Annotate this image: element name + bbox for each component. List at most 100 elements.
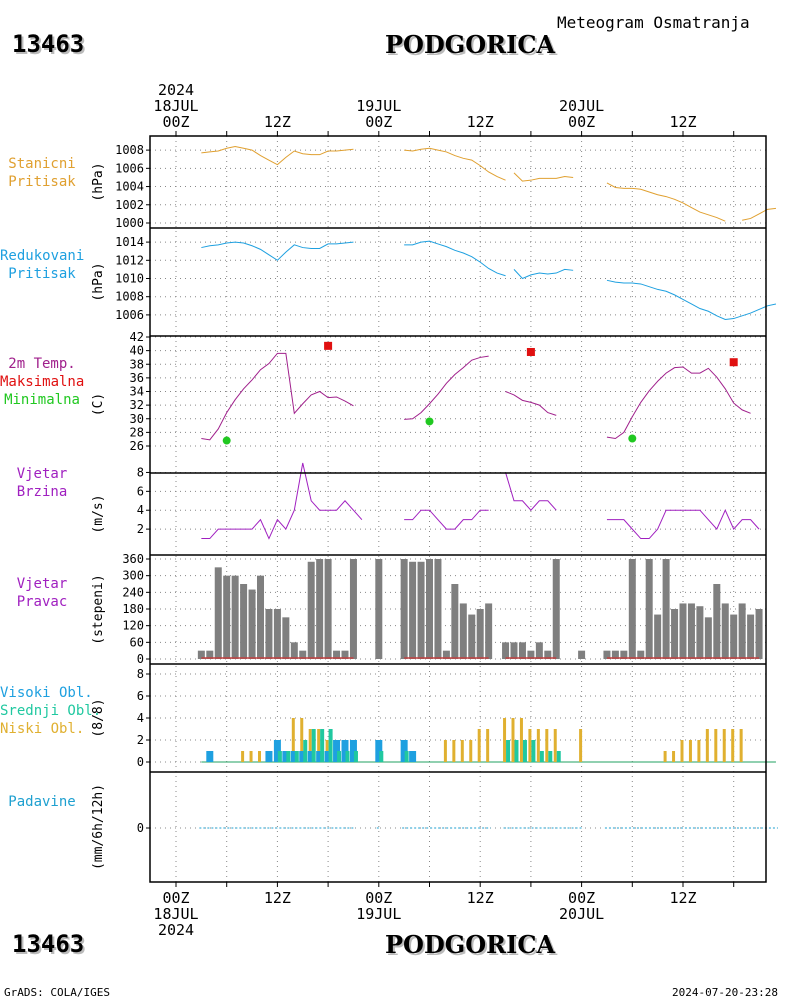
stanicni-pritisak-line <box>606 182 726 222</box>
vjetar-brzina-line <box>404 509 489 530</box>
wind-direction-bar <box>679 603 687 659</box>
mid-cloud-bar <box>320 729 325 762</box>
wind-direction-bar <box>755 609 763 659</box>
low-cloud-bar <box>672 751 676 762</box>
low-cloud-bar <box>680 740 684 762</box>
redukovani-pritisak-line <box>404 240 506 277</box>
low-cloud-bar <box>553 729 557 762</box>
y-tick-label: 40 <box>130 344 144 358</box>
bottom-date-label: 12Z <box>669 889 697 907</box>
wind-direction-bar <box>223 575 231 659</box>
top-date-label: 12Z <box>263 113 291 131</box>
city-title-top: PODGORICA <box>385 30 556 59</box>
vjetar-brzina-line <box>201 462 363 540</box>
y-tick-label: 1008 <box>115 143 144 157</box>
low-cloud-bar <box>697 740 701 762</box>
y-tick-label: 6 <box>137 484 144 498</box>
y-tick-label: 1000 <box>115 216 144 230</box>
temperature-line <box>404 355 489 420</box>
top-date-label: 20JUL 00Z <box>559 97 605 131</box>
y-axis-label: (mm/6h/12h) <box>91 784 106 870</box>
padavine-label: Padavine <box>8 794 76 810</box>
high-cloud-bar <box>299 751 307 762</box>
y-tick-label: 4 <box>137 503 144 517</box>
wind-direction-bar <box>468 614 476 659</box>
mid-cloud-bar <box>311 729 316 762</box>
wind-direction-bar <box>696 606 704 659</box>
y-tick-label: 0 <box>137 755 144 769</box>
wind-direction-bar <box>535 642 543 659</box>
low-cloud-bar <box>249 751 253 762</box>
wind-direction-bar <box>197 650 205 659</box>
redukovani-pritisak-line <box>513 268 574 280</box>
bottom-date-label: 12Z <box>466 889 494 907</box>
meteogram-subtitle: Meteogram Osmatranja <box>557 13 750 32</box>
stanicni-pritisak-line <box>513 172 574 182</box>
high-cloud-bar <box>324 751 332 762</box>
y-tick-label: 0 <box>137 652 144 666</box>
wind-direction-bar <box>375 559 383 659</box>
stanicni-pritisak-label: Stanicni Pritisak <box>8 156 76 190</box>
vjetar-brzina-label: Vjetar Brzina <box>16 466 68 500</box>
high-cloud-bar <box>375 740 383 762</box>
low-cloud-bar <box>452 740 456 762</box>
tmax-marker <box>526 347 535 356</box>
low-cloud-bar <box>503 718 507 762</box>
y-tick-label: 1006 <box>115 161 144 175</box>
wind-direction-bar <box>451 584 459 659</box>
wind-direction-bar <box>231 575 239 659</box>
y-tick-label: 6 <box>137 689 144 703</box>
y-axis-label: (stepeni) <box>91 574 106 644</box>
low-cloud-bar <box>477 729 481 762</box>
y-tick-label: 0 <box>137 821 144 835</box>
y-tick-label: 180 <box>122 602 144 616</box>
oblacnost-label: Visoki Obl. Srednji Obl. Niski Obl. <box>0 685 102 737</box>
bottom-date-label: 00Z 19JUL <box>356 889 402 923</box>
low-cloud-bar <box>317 729 321 762</box>
y-tick-label: 300 <box>122 569 144 583</box>
mid-cloud-bar <box>337 751 342 762</box>
footer-credit: GrADS: COLA/IGES <box>4 986 110 999</box>
tmax-marker <box>324 341 333 350</box>
wind-direction-bar <box>730 614 738 659</box>
y-axis-label: (C) <box>91 393 106 416</box>
temperature-line <box>606 366 751 440</box>
vjetar-pravac-label: Vjetar Pravac <box>16 576 68 610</box>
mid-cloud-bar <box>277 751 282 762</box>
wind-direction-bar <box>527 650 535 659</box>
low-cloud-bar <box>258 751 261 762</box>
high-cloud-bar <box>349 740 357 762</box>
high-cloud-bar <box>409 751 417 762</box>
wind-direction-bar <box>603 650 611 659</box>
footer-timestamp: 2024-07-20-23:28 <box>672 986 778 999</box>
mid-cloud-bar <box>294 751 299 762</box>
wind-direction-bar <box>620 650 628 659</box>
wind-direction-bar <box>578 650 586 659</box>
y-tick-label: 8 <box>137 465 144 479</box>
mid-cloud-bar <box>379 751 384 762</box>
high-cloud-bar <box>341 740 349 762</box>
tmin-marker <box>628 434 637 443</box>
temperatura-label: 2m Temp. Maksimalna Minimalna <box>0 356 85 408</box>
station-id-bottom: 13463 <box>12 930 85 958</box>
temperature-line <box>505 391 557 416</box>
mid-cloud-bar <box>514 740 519 762</box>
wind-direction-bar <box>248 589 256 659</box>
wind-direction-bar <box>747 614 755 659</box>
y-tick-label: 2 <box>137 733 144 747</box>
stanicni-pritisak-line <box>201 145 354 166</box>
high-cloud-bar <box>265 751 273 762</box>
y-axis-label: (8/8) <box>91 698 106 737</box>
y-tick-label: 360 <box>122 552 144 566</box>
wind-direction-bar <box>713 584 721 659</box>
wind-direction-bar <box>400 559 408 659</box>
low-cloud-bar <box>528 729 532 762</box>
mid-cloud-bar <box>531 740 536 762</box>
high-cloud-bar <box>307 751 315 762</box>
wind-direction-bar <box>265 609 273 659</box>
y-tick-label: 8 <box>137 667 144 681</box>
low-cloud-bar <box>688 740 692 762</box>
wind-direction-bar <box>654 614 662 659</box>
y-tick-label: 1004 <box>115 180 144 194</box>
y-tick-label: 34 <box>130 385 144 399</box>
